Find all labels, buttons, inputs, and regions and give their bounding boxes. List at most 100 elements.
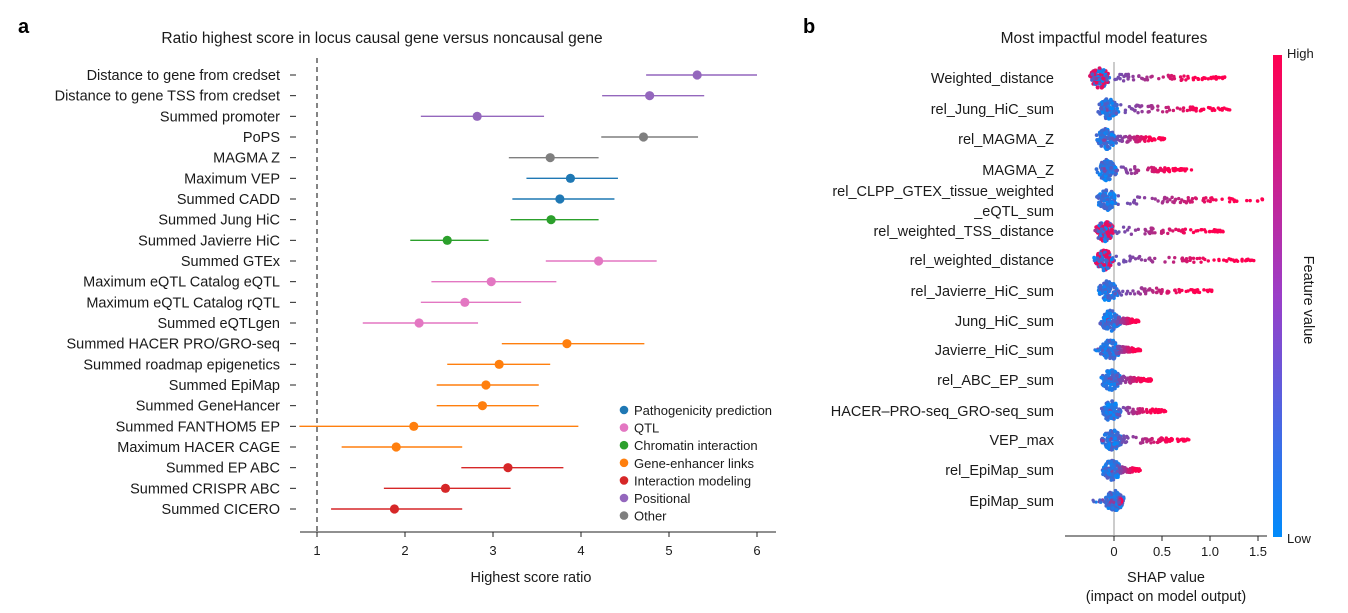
swarm-point bbox=[1165, 289, 1170, 293]
swarm-point bbox=[1102, 281, 1106, 286]
swarm-point bbox=[1113, 165, 1118, 170]
swarm-point bbox=[1136, 407, 1140, 411]
swarm-point bbox=[1171, 200, 1175, 204]
data-point bbox=[546, 215, 556, 225]
swarm-row bbox=[1088, 66, 1227, 90]
swarm-point bbox=[1132, 292, 1137, 296]
y-tick-label: Distance to gene from credset bbox=[87, 68, 280, 84]
swarm-point bbox=[1250, 258, 1254, 262]
swarm-point bbox=[1202, 107, 1206, 112]
swarm-point bbox=[1132, 467, 1137, 472]
swarm-point bbox=[1092, 500, 1096, 504]
swarm-point bbox=[1173, 255, 1177, 260]
swarm-point bbox=[1185, 437, 1190, 441]
data-point bbox=[440, 483, 451, 493]
swarm-point bbox=[1101, 383, 1106, 388]
swarm-point bbox=[1174, 227, 1178, 232]
swarm-point bbox=[1108, 438, 1112, 442]
swarm-point bbox=[1097, 102, 1102, 107]
swarm-point bbox=[1166, 105, 1170, 110]
swarm-point bbox=[1113, 386, 1117, 391]
swarm-point bbox=[1131, 74, 1135, 79]
swarm-point bbox=[1150, 407, 1155, 411]
swarm-point bbox=[1137, 139, 1142, 143]
swarm-point bbox=[1109, 132, 1114, 137]
swarm-point bbox=[1168, 198, 1172, 202]
legend-marker bbox=[619, 511, 629, 520]
x-tick-label: 6 bbox=[753, 543, 760, 558]
x-tick-label: 2 bbox=[401, 543, 408, 558]
swarm-point bbox=[1112, 442, 1117, 447]
swarm-point bbox=[1149, 104, 1153, 108]
swarm-point bbox=[1199, 260, 1203, 264]
swarm-point bbox=[1097, 258, 1101, 262]
swarm-row bbox=[1095, 188, 1265, 212]
swarm-point bbox=[1145, 78, 1150, 82]
swarm-point bbox=[1151, 290, 1155, 294]
swarm-point bbox=[1156, 199, 1160, 203]
swarm-point bbox=[1109, 140, 1114, 145]
swarm-point bbox=[1176, 439, 1180, 444]
y-tick-label: Maximum eQTL Catalog eQTL bbox=[83, 275, 280, 291]
swarm-point bbox=[1099, 375, 1104, 380]
swarm-point bbox=[1163, 166, 1167, 170]
swarm-point bbox=[1159, 436, 1163, 440]
swarm-point bbox=[1185, 259, 1189, 264]
swarm-point bbox=[1117, 466, 1122, 470]
swarm-point bbox=[1100, 70, 1104, 75]
x-tick-label: 0.5 bbox=[1153, 544, 1171, 559]
swarm-point bbox=[1122, 260, 1126, 264]
swarm-row bbox=[1100, 458, 1142, 482]
swarm-point bbox=[1106, 493, 1111, 498]
swarm-point bbox=[1101, 268, 1106, 273]
swarm-point bbox=[1115, 469, 1120, 473]
legend-marker bbox=[619, 476, 629, 485]
swarm-point bbox=[1125, 228, 1130, 232]
swarm-point bbox=[1104, 130, 1109, 134]
panel-b-shap-summary: Most impactful model features Weighted_d… bbox=[831, 30, 1316, 605]
swarm-point bbox=[1127, 406, 1132, 410]
swarm-point bbox=[1105, 369, 1110, 374]
colorbar-title: Feature value bbox=[1300, 256, 1316, 345]
swarm-point bbox=[1100, 197, 1104, 201]
swarm-point bbox=[1183, 227, 1188, 231]
swarm-point bbox=[1201, 198, 1205, 203]
swarm-point bbox=[1159, 231, 1164, 235]
swarm-point bbox=[1141, 437, 1145, 441]
swarm-row bbox=[1096, 97, 1232, 121]
swarm-point bbox=[1133, 228, 1138, 232]
y-tick-label: _eQTL_sum bbox=[973, 204, 1054, 220]
swarm-point bbox=[1189, 228, 1193, 232]
y-tick-label: Summed CICERO bbox=[162, 502, 280, 518]
swarm-point bbox=[1143, 289, 1147, 293]
swarm-point bbox=[1099, 230, 1103, 234]
swarm-point bbox=[1198, 256, 1202, 260]
data-point bbox=[442, 235, 452, 245]
swarm-point bbox=[1135, 466, 1139, 471]
swarm-point bbox=[1136, 103, 1140, 108]
swarm-point bbox=[1115, 382, 1120, 386]
swarm-point bbox=[1133, 171, 1137, 175]
swarm-point bbox=[1096, 194, 1101, 198]
data-point bbox=[494, 359, 504, 369]
swarm-point bbox=[1132, 410, 1136, 415]
swarm-point bbox=[1142, 196, 1147, 200]
swarm-point bbox=[1098, 351, 1103, 356]
x-tick-label: 1 bbox=[313, 543, 320, 558]
swarm-point bbox=[1098, 263, 1103, 268]
swarm-point bbox=[1125, 289, 1130, 293]
swarm-point bbox=[1180, 228, 1185, 232]
swarm-point bbox=[1117, 262, 1121, 266]
swarm-point bbox=[1136, 291, 1141, 295]
swarm-point bbox=[1173, 288, 1177, 292]
swarm-point bbox=[1139, 441, 1143, 445]
swarm-point bbox=[1108, 356, 1112, 361]
swarm-point bbox=[1108, 160, 1113, 165]
swarm-point bbox=[1184, 256, 1189, 261]
legend-marker bbox=[619, 493, 629, 503]
swarm-point bbox=[1103, 407, 1108, 412]
swarm-point bbox=[1097, 66, 1102, 71]
swarm-point bbox=[1181, 106, 1186, 110]
swarm-point bbox=[1105, 266, 1110, 271]
swarm-row bbox=[1096, 279, 1214, 303]
